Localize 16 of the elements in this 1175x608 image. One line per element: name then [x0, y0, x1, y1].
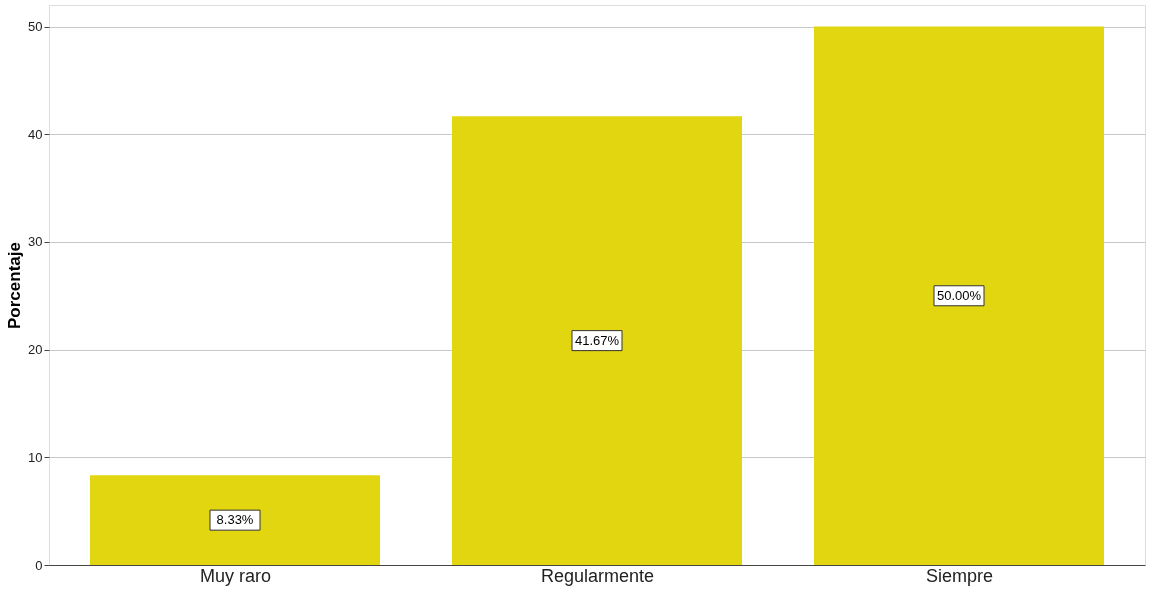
- bar: [90, 475, 380, 565]
- y-tick-label: 40: [28, 126, 43, 142]
- y-tick-label: 50: [28, 19, 43, 35]
- y-tick-label: 0: [35, 557, 43, 573]
- bar: [452, 116, 742, 565]
- data-label: 8.33%: [216, 512, 254, 528]
- x-tick-label: Regularmente: [540, 565, 655, 586]
- x-tick-label: Muy raro: [199, 565, 272, 586]
- x-tick-label: Siempre: [925, 565, 994, 586]
- bar: [814, 26, 1104, 565]
- y-tick-label: 20: [28, 342, 43, 358]
- y-tick-label: 10: [28, 449, 43, 465]
- y-tick-label: 30: [28, 234, 43, 250]
- data-label: 41.67%: [574, 332, 620, 348]
- y-axis-title: Porcentaje: [5, 242, 25, 329]
- data-label: 50.00%: [936, 287, 982, 303]
